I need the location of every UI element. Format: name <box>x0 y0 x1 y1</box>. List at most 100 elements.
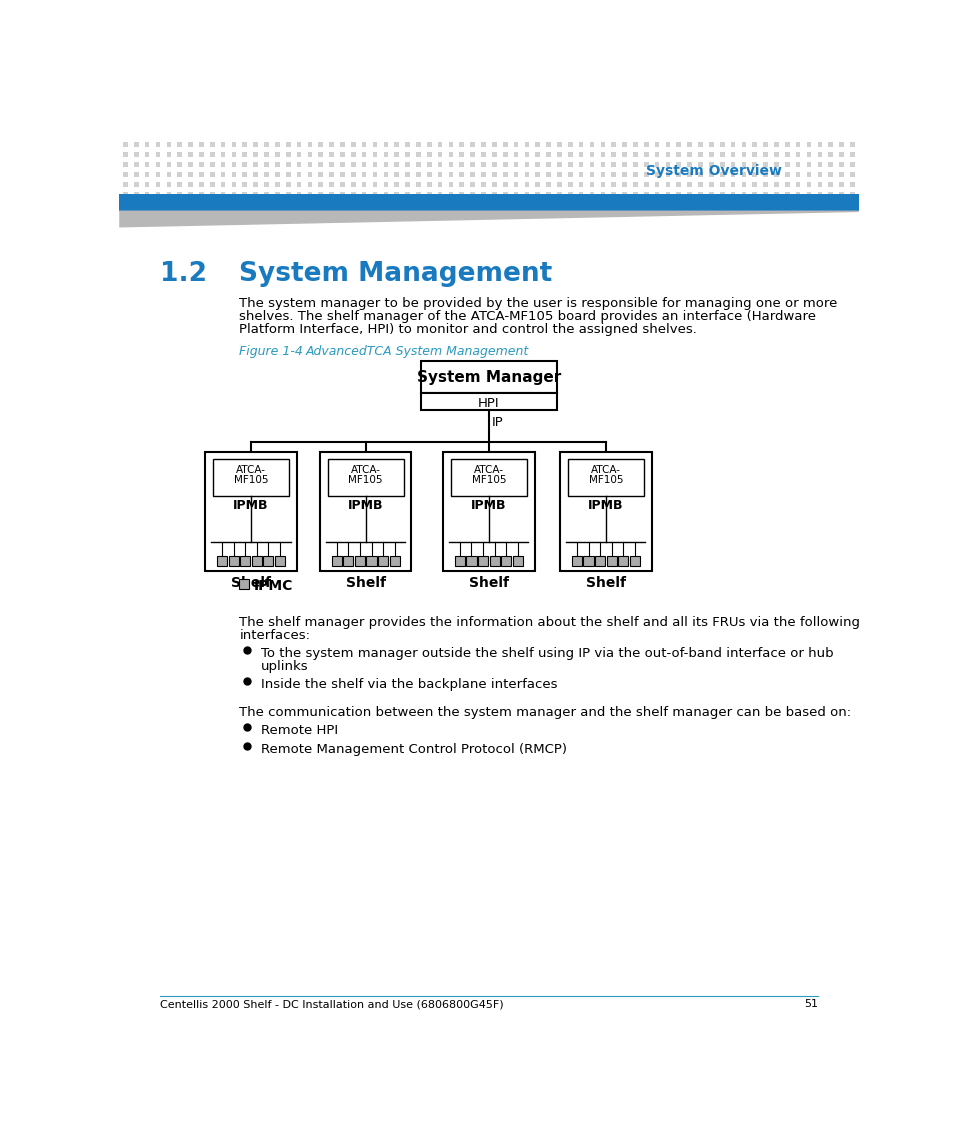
Text: ATCA-: ATCA- <box>590 465 620 475</box>
Bar <box>274 142 279 147</box>
Bar <box>329 172 334 176</box>
Bar <box>199 202 204 207</box>
Bar <box>296 182 301 187</box>
Bar <box>210 202 214 207</box>
Bar <box>513 142 517 147</box>
Bar <box>232 152 236 157</box>
Text: The shelf manager provides the information about the shelf and all its FRUs via : The shelf manager provides the informati… <box>239 616 860 630</box>
Bar <box>806 152 810 157</box>
Bar <box>188 182 193 187</box>
Bar <box>524 182 529 187</box>
Text: Shelf: Shelf <box>231 576 271 590</box>
Text: shelves. The shelf manager of the ATCA-MF105 board provides an interface (Hardwa: shelves. The shelf manager of the ATCA-M… <box>239 310 816 323</box>
Bar <box>199 163 204 167</box>
Bar <box>589 202 594 207</box>
Bar <box>329 202 334 207</box>
Bar <box>589 192 594 197</box>
Bar <box>199 192 204 197</box>
Bar <box>557 142 561 147</box>
Bar <box>328 459 403 496</box>
Text: 1.2: 1.2 <box>159 261 207 286</box>
Bar <box>188 202 193 207</box>
Bar <box>740 142 745 147</box>
Bar <box>470 202 475 207</box>
Bar <box>611 182 616 187</box>
Bar <box>849 182 854 187</box>
Bar <box>318 172 323 176</box>
Bar <box>416 142 420 147</box>
Bar <box>492 142 497 147</box>
Bar <box>252 556 261 567</box>
Bar <box>839 172 843 176</box>
Bar <box>177 192 182 197</box>
Bar <box>145 172 150 176</box>
Bar <box>296 202 301 207</box>
Bar <box>589 163 594 167</box>
Bar <box>361 172 366 176</box>
Bar <box>466 556 476 567</box>
Bar <box>589 172 594 176</box>
Bar <box>817 142 821 147</box>
Bar <box>394 163 398 167</box>
Bar <box>205 451 296 571</box>
Bar <box>240 556 250 567</box>
Bar <box>849 142 854 147</box>
Bar <box>502 172 507 176</box>
Bar <box>643 202 648 207</box>
Bar <box>373 172 377 176</box>
Bar <box>730 163 735 167</box>
Bar <box>502 142 507 147</box>
Bar <box>437 172 442 176</box>
Bar <box>589 182 594 187</box>
Bar <box>405 163 410 167</box>
Bar <box>253 152 257 157</box>
Bar <box>698 163 702 167</box>
Bar <box>133 202 138 207</box>
Bar <box>394 182 398 187</box>
Bar <box>480 202 485 207</box>
Bar <box>361 163 366 167</box>
Bar <box>567 142 572 147</box>
Bar <box>318 202 323 207</box>
Bar <box>676 142 680 147</box>
Bar <box>643 163 648 167</box>
Bar <box>220 192 225 197</box>
Bar <box>513 152 517 157</box>
Bar <box>546 172 550 176</box>
Bar <box>513 202 517 207</box>
Bar <box>513 163 517 167</box>
Bar <box>817 202 821 207</box>
Bar <box>274 202 279 207</box>
Bar <box>643 152 648 157</box>
Bar <box>665 182 670 187</box>
Bar <box>730 172 735 176</box>
Bar <box>264 192 269 197</box>
Bar <box>762 152 767 157</box>
Bar <box>253 172 257 176</box>
Bar <box>795 142 800 147</box>
Bar <box>242 172 247 176</box>
Bar <box>839 182 843 187</box>
Bar <box>599 182 604 187</box>
Bar <box>567 459 643 496</box>
Bar <box>676 202 680 207</box>
Text: Figure 1-4: Figure 1-4 <box>239 346 303 358</box>
Bar <box>416 182 420 187</box>
Bar <box>351 172 355 176</box>
Bar <box>232 202 236 207</box>
Bar <box>784 142 789 147</box>
Bar <box>643 142 648 147</box>
Bar <box>451 459 526 496</box>
Bar <box>133 163 138 167</box>
Bar <box>611 163 616 167</box>
Bar <box>676 192 680 197</box>
Bar <box>307 192 312 197</box>
Bar <box>849 202 854 207</box>
Bar <box>123 152 128 157</box>
Bar <box>366 556 376 567</box>
Text: Shelf: Shelf <box>585 576 625 590</box>
Bar <box>740 163 745 167</box>
Bar <box>686 152 691 157</box>
Text: To the system manager outside the shelf using IP via the out-of-band interface o: To the system manager outside the shelf … <box>261 647 833 661</box>
Bar <box>437 192 442 197</box>
